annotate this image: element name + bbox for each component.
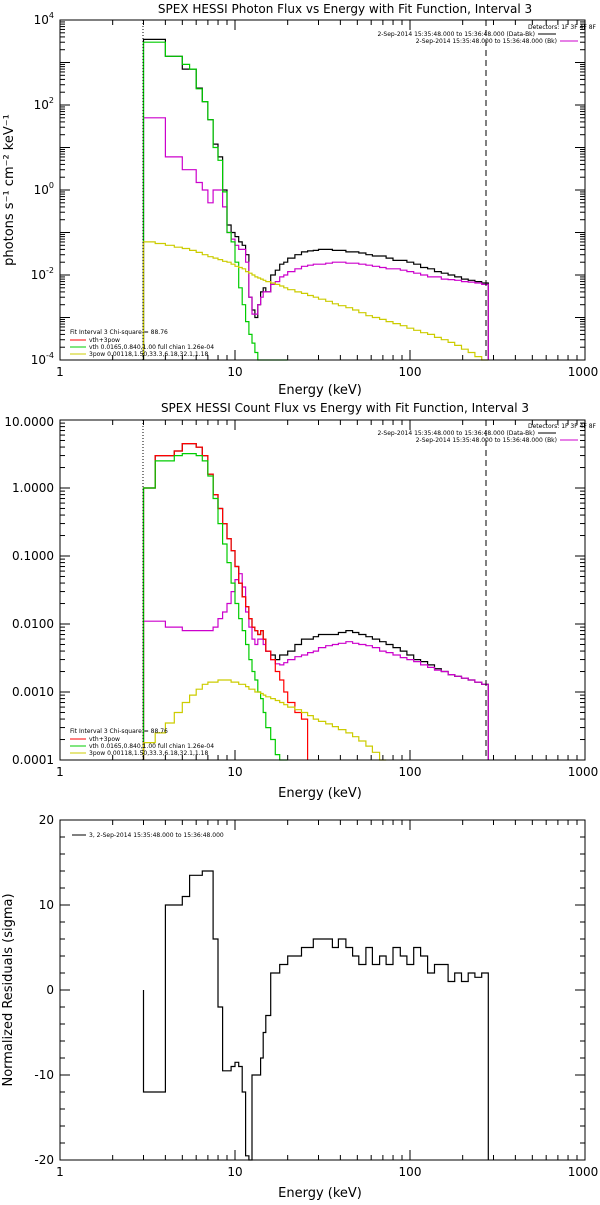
panel1-series-2: [142, 41, 288, 361]
panel2-xlabel: Energy (keV): [278, 786, 362, 801]
panel1-frame: [59, 19, 586, 361]
panel3-ytick: -10: [34, 1068, 54, 1082]
panel2-series-4: [142, 679, 387, 761]
panel-residuals: 1 10 100 1000 -20 -10 0 10 20 Energy (ke…: [1, 813, 599, 1201]
panel2-xtick: 1: [56, 765, 64, 779]
panel3-series-0: [142, 870, 489, 1161]
panel2-ytick: 1.0000: [12, 481, 54, 495]
panel1-ytick: 104: [34, 11, 54, 27]
panel1-legend-bk: 2-Sep-2014 15:35:48.000 to 15:36:48.000 …: [416, 38, 557, 45]
panel2-ytick: 0.0010: [12, 685, 54, 699]
panel1-title: SPEX HESSI Photon Flux vs Energy with Fi…: [158, 2, 532, 16]
panel1-series-3: [142, 241, 489, 361]
panel1-xtick: 1: [56, 365, 64, 379]
panel3-ytick: 0: [46, 983, 54, 997]
panel3-legend: 3, 2-Sep-2014 15:35:48.000 to 15:36:48.0…: [89, 832, 224, 839]
panel3-xtick: 100: [399, 1165, 422, 1179]
panel2-xtick: 1000: [568, 765, 599, 779]
panel2-legend-3pow: 3pow 0.00118,1.50,33.3,6.18,32.1,1.18: [89, 750, 208, 757]
panel2-series: [142, 443, 489, 761]
panel2-axes: [59, 420, 585, 761]
panel1-ytick: 10-2: [31, 266, 54, 282]
panel1-xtick: 10: [227, 365, 242, 379]
panel2-series-0: [142, 443, 489, 760]
panel1-legend-total: vth+3pow: [89, 337, 120, 344]
panel3-ytick: -20: [34, 1153, 54, 1167]
panel3-ytick: 20: [39, 813, 54, 827]
panel1-ytick: 10-4: [31, 351, 54, 367]
panel3-xtick: 1000: [568, 1165, 599, 1179]
panel2-series-3: [142, 453, 288, 761]
panel1-ylabel: photons s⁻¹ cm⁻² keV⁻¹: [2, 114, 17, 266]
panel2-series-2: [142, 443, 309, 760]
panel2-ytick: 10.0000: [4, 415, 54, 429]
panel3-frame: [59, 819, 586, 1161]
panel3-ytick: 10: [39, 898, 54, 912]
panel2-title: SPEX HESSI Count Flux vs Energy with Fit…: [161, 401, 529, 415]
panel2-series-1: [142, 573, 489, 760]
panel-count-flux: SPEX HESSI Count Flux vs Energy with Fit…: [4, 401, 598, 801]
panel1-series: [142, 38, 489, 361]
panel3-xlabel: Energy (keV): [278, 1186, 362, 1200]
panel2-ytick: 0.1000: [12, 549, 54, 563]
panel2-frame: [59, 419, 586, 761]
panel1-xtick: 100: [399, 365, 422, 379]
panel1-ytick: 100: [34, 181, 54, 197]
panel3-axes: [59, 819, 585, 1161]
panel2-legend-total: vth+3pow: [89, 736, 120, 743]
panel2-ytick: 0.0100: [12, 617, 54, 631]
panel1-axes: [59, 20, 585, 361]
panel1-ytick: 102: [34, 96, 54, 112]
panel2-legend-vth: vth 0.0165,0.840,1.00 full chian 1.26e-0…: [89, 743, 214, 750]
panel1-legend-databk: 2-Sep-2014 15:35:48.000 to 15:36:48.000 …: [377, 31, 535, 38]
panel2-legend-detectors: Detectors: 1F 3F 4F 8F: [528, 423, 597, 430]
panel3-xtick: 1: [56, 1165, 64, 1179]
panel2-legend-bk: 2-Sep-2014 15:35:48.000 to 15:36:48.000 …: [416, 437, 557, 444]
panel3-xtick: 10: [227, 1165, 242, 1179]
panel1-legend-3pow: 3pow 0.00118,1.50,33.3,6.18,32.1,1.18: [89, 351, 208, 358]
panel2-legend-databk: 2-Sep-2014 15:35:48.000 to 15:36:48.000 …: [377, 430, 535, 437]
panel2-xtick: 100: [399, 765, 422, 779]
panel2-legend-fit: Fit Interval 3 Chi-square = 88.76: [70, 728, 168, 735]
panel1-legend-detectors: Detectors: 1F 3F 4F 8F: [528, 24, 597, 31]
panel3-ylabel: Normalized Residuals (sigma): [1, 893, 16, 1086]
panel1-series-0: [142, 38, 489, 360]
panel1-legend-fit: Fit Interval 3 Chi-square = 88.76: [70, 329, 168, 336]
panel1-xlabel: Energy (keV): [278, 383, 362, 398]
panel3-series: [142, 870, 489, 1161]
panel1-xtick: 1000: [568, 365, 599, 379]
panel-photon-flux: SPEX HESSI Photon Flux vs Energy with Fi…: [2, 2, 598, 398]
panel2-ytick: 0.0001: [12, 753, 54, 767]
panel2-xtick: 10: [227, 765, 242, 779]
panel1-series-1: [142, 117, 489, 360]
panel1-legend-vth: vth 0.0165,0.840,1.00 full chian 1.26e-0…: [89, 344, 214, 351]
